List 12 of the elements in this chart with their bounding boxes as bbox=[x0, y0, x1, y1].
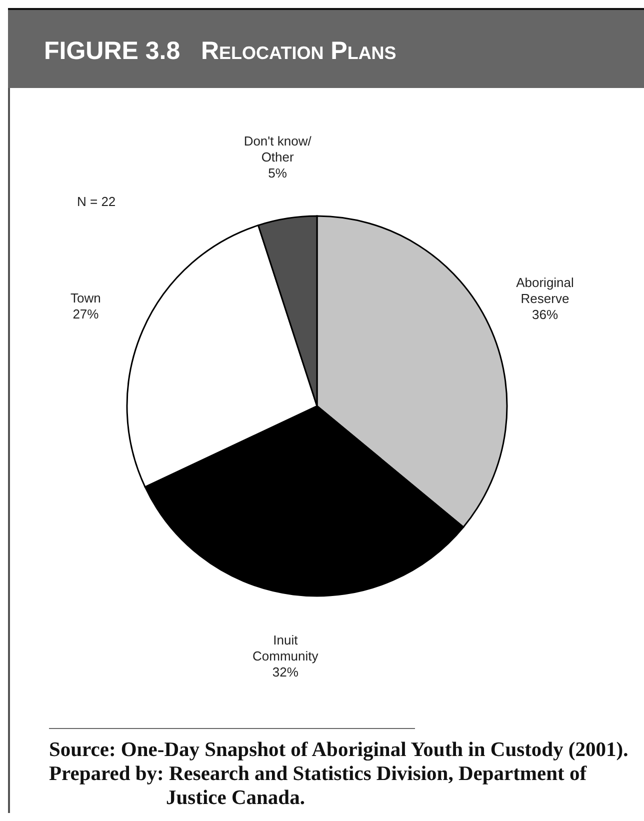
slice-label: Don't know/Other bbox=[244, 134, 312, 165]
text: N = 22 bbox=[77, 194, 116, 209]
data-label: 36% bbox=[532, 307, 558, 322]
slice-label: Aboriginal Reserve bbox=[516, 275, 574, 306]
data-label: 32% bbox=[272, 664, 299, 680]
slice-label: Town bbox=[70, 290, 101, 306]
slice-label: Inuit Community bbox=[252, 632, 319, 664]
chart-title: FIGURE 3.8 Relocation Plans bbox=[44, 36, 396, 66]
data-label: 27% bbox=[72, 306, 100, 322]
text: Prepared by: Research and Statistics Division, Department of Justice Canada. bbox=[49, 762, 588, 810]
data-label: 5% bbox=[268, 166, 288, 181]
source-note: Source: One-Day Snapshot of Aboriginal Youth in Custody (2001). bbox=[49, 738, 628, 762]
